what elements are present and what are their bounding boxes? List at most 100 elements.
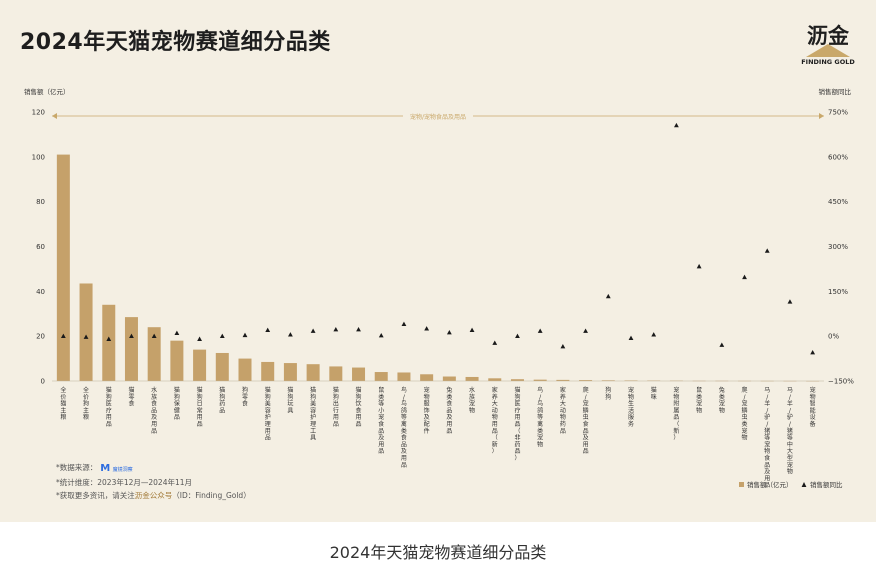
bar bbox=[261, 361, 275, 381]
category-label: 马/羊/驴/猪等中大型宠物 bbox=[787, 386, 793, 476]
right-axis-label: 销售额同比 bbox=[819, 87, 852, 96]
category-label: 猫狗出行用品 bbox=[333, 386, 339, 428]
category-label: 猫狗美容护理工具 bbox=[310, 386, 316, 442]
yoy-marker bbox=[242, 332, 248, 338]
y2-tick-label: 150% bbox=[828, 288, 848, 296]
more-info-suffix: （ID：Finding_Gold） bbox=[172, 491, 251, 500]
yoy-marker bbox=[265, 327, 271, 332]
y-tick-label: 40 bbox=[36, 288, 45, 296]
left-axis-label: 销售额（亿元） bbox=[24, 87, 70, 96]
yoy-marker bbox=[674, 122, 679, 128]
yoy-marker bbox=[174, 330, 180, 335]
bar bbox=[420, 374, 434, 381]
yoy-marker bbox=[742, 274, 747, 280]
category-label: 猫狗医疗用品（非药品） bbox=[514, 386, 520, 462]
y-tick-label: 60 bbox=[36, 243, 45, 251]
category-label: 宠物附属品（新） bbox=[673, 386, 679, 442]
category-label: 狗零食 bbox=[242, 386, 248, 408]
yoy-marker bbox=[446, 329, 452, 335]
brand-logo-mark bbox=[806, 44, 850, 57]
bar bbox=[193, 349, 207, 381]
bar bbox=[283, 363, 297, 381]
bar bbox=[352, 367, 366, 381]
category-label: 猫咪 bbox=[651, 386, 657, 401]
yoy-marker bbox=[469, 327, 475, 332]
source-logo-text: 魔镜洞察 bbox=[112, 466, 133, 473]
category-label: 水族食品及用品 bbox=[151, 386, 157, 435]
category-label: 猫狗美容护理用品 bbox=[265, 386, 271, 442]
yoy-marker bbox=[628, 335, 634, 341]
y-tick-label: 80 bbox=[36, 198, 45, 206]
category-label: 全价猫主粮 bbox=[60, 386, 66, 421]
yoy-marker bbox=[219, 333, 225, 338]
yoy-marker bbox=[197, 336, 202, 341]
category-label: 猫狗保健品 bbox=[174, 386, 180, 421]
bar bbox=[533, 379, 547, 381]
y-tick-label: 0 bbox=[41, 378, 45, 386]
category-label: 宠物生活服务 bbox=[628, 386, 634, 428]
bar bbox=[601, 380, 615, 381]
period-note: *统计维度：2023年12月—2024年11月 bbox=[56, 478, 193, 487]
yoy-marker bbox=[605, 293, 611, 299]
legend-bar-swatch bbox=[739, 482, 744, 487]
yoy-marker bbox=[515, 333, 520, 338]
chart: 销售额（亿元） 销售额同比 宠物/宠物食品及用品 0 20 40 60 80 100 120 −… bbox=[24, 87, 854, 489]
category-label: 猫零食 bbox=[128, 386, 134, 408]
yoy-marker bbox=[356, 326, 361, 332]
y2-tick-label: 0% bbox=[828, 333, 839, 341]
yoy-marker bbox=[583, 328, 588, 333]
category-label: 鸟/鸟鸽等禽类食品及用品 bbox=[401, 386, 407, 469]
bracket-arrow-left bbox=[52, 113, 57, 119]
category-label: 鼠类宠物 bbox=[696, 386, 702, 414]
brand-logo-subtitle: FINDING GOLD bbox=[801, 58, 855, 66]
y-tick-label: 120 bbox=[32, 109, 45, 117]
bar bbox=[215, 352, 229, 381]
yoy-marker bbox=[810, 350, 816, 355]
bracket-arrow-right bbox=[819, 113, 824, 119]
category-label: 狗狗 bbox=[605, 386, 611, 401]
category-label: 猫狗药品 bbox=[219, 386, 225, 414]
more-info-prefix: *获取更多资讯，请关注 bbox=[56, 491, 135, 500]
bar bbox=[374, 372, 388, 381]
more-info-note: *获取更多资讯，请关注沥金公众号（ID：Finding_Gold） bbox=[56, 490, 251, 501]
bar bbox=[79, 283, 93, 381]
category-label: 猫狗饮食用品 bbox=[356, 386, 362, 428]
yoy-marker bbox=[787, 299, 793, 304]
bar bbox=[329, 366, 343, 381]
category-label: 鼠类等小宠食品及用品 bbox=[378, 386, 384, 455]
source-label: *数据来源： bbox=[56, 463, 98, 472]
legend-bar-label: 销售额（亿元） bbox=[747, 480, 793, 489]
yoy-marker bbox=[719, 342, 725, 347]
bar bbox=[556, 379, 570, 381]
bar bbox=[510, 379, 524, 381]
yoy-marker bbox=[60, 333, 66, 338]
bar bbox=[102, 304, 116, 381]
yoy-marker bbox=[288, 332, 293, 337]
source-logo: M 魔镜洞察 bbox=[100, 463, 132, 474]
infographic-panel bbox=[0, 0, 876, 522]
y2-tick-label: 750% bbox=[828, 109, 848, 117]
yoy-marker bbox=[560, 344, 566, 349]
bar bbox=[56, 154, 70, 381]
category-label: 猫狗医疗用品 bbox=[106, 386, 112, 428]
category-label: 兔类食品及用品 bbox=[446, 386, 452, 435]
category-label: 宠物智能设备 bbox=[810, 386, 816, 428]
bar bbox=[442, 376, 456, 381]
bar bbox=[170, 340, 184, 381]
bar bbox=[465, 376, 479, 381]
source-note: *数据来源： M 魔镜洞察 bbox=[56, 462, 133, 474]
source-logo-icon: M bbox=[100, 462, 111, 474]
page-title: 2024年天猫宠物赛道细分品类 bbox=[20, 30, 331, 55]
bar bbox=[238, 358, 252, 381]
category-label: 猫狗日常用品 bbox=[197, 386, 203, 428]
yoy-marker bbox=[151, 333, 157, 338]
category-label: 全价狗主粮 bbox=[83, 386, 89, 421]
yoy-marker bbox=[764, 248, 770, 253]
category-label: 家养大动物药品 bbox=[560, 386, 566, 435]
bar bbox=[124, 317, 138, 381]
category-label: 宠物服饰及配件 bbox=[424, 386, 430, 435]
bar bbox=[147, 327, 161, 381]
category-label: 爬/宠鳞虫类宠物 bbox=[742, 386, 748, 442]
yoy-marker bbox=[106, 336, 112, 341]
y2-tick-label: 600% bbox=[828, 153, 848, 161]
